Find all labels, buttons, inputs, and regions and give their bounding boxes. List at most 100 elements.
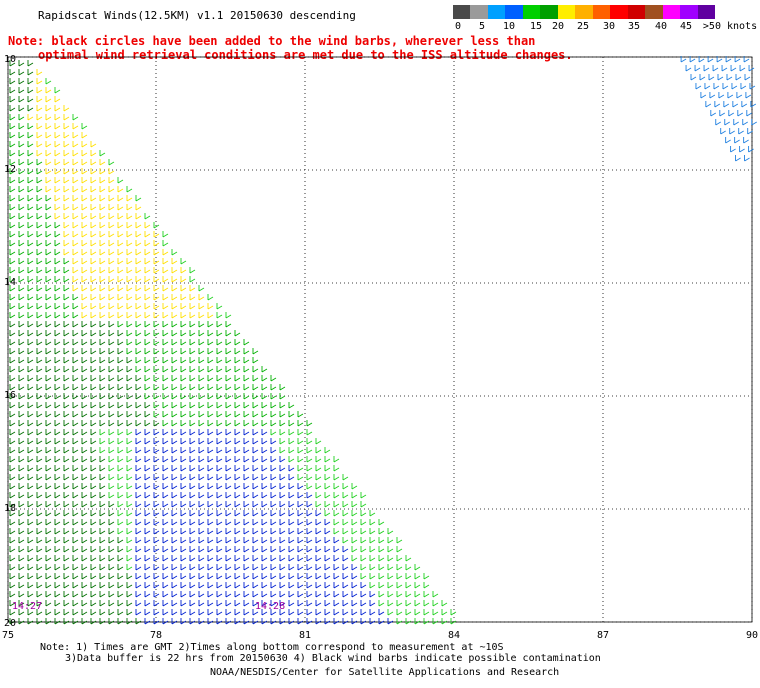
wind-barb [162,285,169,292]
wind-barb [135,303,142,310]
wind-barb [45,366,52,373]
wind-barb [261,564,268,571]
wind-barb [90,303,97,310]
wind-barb [90,591,97,598]
wind-barb [63,240,70,247]
wind-barb [63,366,70,373]
wind-barb [18,618,25,625]
wind-barb [198,555,205,562]
wind-barb [117,465,124,472]
wind-barb [90,249,97,256]
wind-barb [90,213,97,220]
wind-barb [99,150,106,157]
wind-barb [81,348,88,355]
wind-barb [288,600,295,607]
wind-barb [198,564,205,571]
wind-barb [126,357,133,364]
wind-barb [351,537,358,544]
wind-barb [27,303,34,310]
wind-barb [45,276,52,283]
wind-barb [288,411,295,418]
wind-barb [27,528,34,535]
wind-barb [324,519,331,526]
wind-barb [162,240,169,247]
wind-barb [18,267,25,274]
wind-barb [733,119,739,126]
wind-barb [441,600,448,607]
wind-barb [9,411,16,418]
wind-barb [36,114,43,121]
wind-barb [153,267,160,274]
wind-barb [54,321,61,328]
wind-barb [126,501,133,508]
wind-barb [63,501,70,508]
wind-barb [189,384,196,391]
wind-barb [369,582,376,589]
wind-barb [27,366,34,373]
wind-barb [117,447,124,454]
wind-barb [710,110,717,117]
wind-barb [27,132,34,139]
wind-barb [45,600,52,607]
wind-barb [45,240,52,247]
wind-barb [216,483,223,490]
wind-barb [72,240,79,247]
wind-barb [99,618,106,625]
wind-barb [72,393,79,400]
wind-barb [54,303,61,310]
wind-barb [81,159,88,166]
wind-barb [369,609,376,616]
wind-barb [198,375,205,382]
wind-barb [18,249,25,256]
wind-barb [99,366,106,373]
wind-barb [90,375,97,382]
wind-barb [126,240,133,247]
wind-barb [81,384,88,391]
wind-barb [225,609,232,616]
wind-barb [54,114,61,121]
wind-barb [81,312,88,319]
wind-barb [153,510,160,517]
wind-barb [45,357,52,364]
wind-barb [225,555,232,562]
wind-barb [9,213,16,220]
wind-barb [72,438,79,445]
wind-barb [18,582,25,589]
wind-barb [297,510,304,517]
wind-barb [216,357,223,364]
wind-barb [36,339,43,346]
wind-barb [243,618,250,625]
legend-swatch [505,5,523,19]
wind-barb [27,249,34,256]
wind-barb [108,357,115,364]
wind-barb [207,357,214,364]
wind-barb [279,438,286,445]
wind-barb [144,348,151,355]
wind-barb [225,384,232,391]
wind-barb [54,375,61,382]
wind-barb [306,546,313,553]
wind-barb [198,321,205,328]
wind-barb [27,591,34,598]
wind-barb [369,618,376,625]
wind-barb [36,249,43,256]
wind-barb [117,204,124,211]
wind-barb [162,294,169,301]
wind-barb [734,56,741,63]
wind-barb [252,609,259,616]
wind-barb [153,366,160,373]
wind-barb [360,555,367,562]
wind-barb [252,510,259,517]
wind-barb [54,393,61,400]
wind-barb [243,501,250,508]
wind-barb [54,159,61,166]
wind-barb [153,330,160,337]
wind-barb [198,330,205,337]
wind-barb [9,96,16,103]
wind-barb [81,519,88,526]
wind-barb [63,447,70,454]
wind-barb [369,600,376,607]
wind-barb [144,240,151,247]
wind-barb [81,267,88,274]
wind-barb [216,519,223,526]
